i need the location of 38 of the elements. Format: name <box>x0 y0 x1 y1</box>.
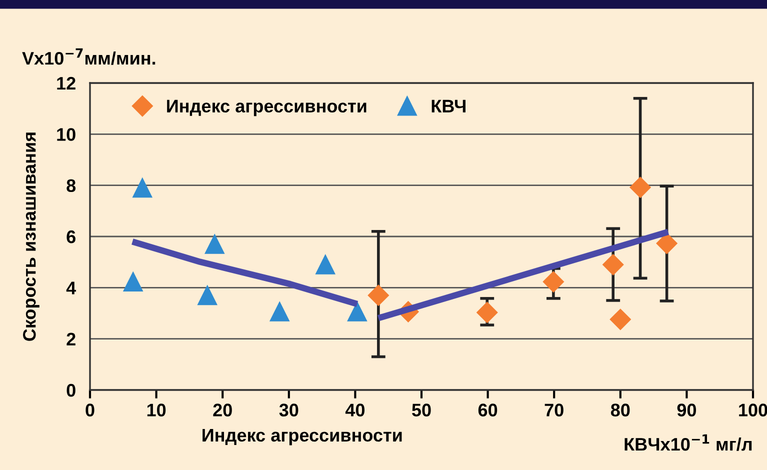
x-tick-label: 70 <box>544 404 564 416</box>
point <box>610 308 631 330</box>
point <box>316 254 336 274</box>
point <box>656 232 678 254</box>
x-tick-label: 100 <box>739 404 767 416</box>
x-tick-label: 90 <box>677 404 696 416</box>
text: КВЧx10$^{−1}$ мг/л <box>624 434 752 451</box>
x-tick-label: 10 <box>147 404 166 416</box>
text: Vx10$^{−7}$мм/мин. <box>22 48 156 65</box>
point <box>270 302 290 322</box>
y-tick-label: 8 <box>66 179 76 192</box>
legend-label: Индекс агрессивности <box>167 100 366 116</box>
point <box>476 302 498 323</box>
point <box>347 302 367 322</box>
x-axis-title: Индекс агрессивности <box>202 429 402 446</box>
x-tick-label: 60 <box>478 404 498 416</box>
x-tick-label: 20 <box>213 404 232 416</box>
x-tick-label: 0 <box>86 404 94 416</box>
x-tick-label: 80 <box>610 404 630 416</box>
point <box>368 284 389 306</box>
y-tick-label: 4 <box>66 282 76 294</box>
point <box>542 271 564 292</box>
y-tick-label: 2 <box>66 332 76 346</box>
point <box>630 176 651 198</box>
y-tick-label: 0 <box>66 384 76 397</box>
point <box>204 234 224 254</box>
y-tick-label: 6 <box>66 230 76 244</box>
point <box>132 178 152 198</box>
x-tick-label: 40 <box>345 404 365 416</box>
point <box>602 254 624 276</box>
x-tick-label: 50 <box>412 404 431 416</box>
y-tick-label: 12 <box>57 76 76 90</box>
point <box>123 272 143 292</box>
x-tick-label: 30 <box>279 404 298 416</box>
legend-label: КВЧ <box>432 100 466 112</box>
y-tick-label: 10 <box>57 128 76 141</box>
point <box>198 286 218 306</box>
y-axis-title: Скорость изнашивания <box>23 132 40 341</box>
